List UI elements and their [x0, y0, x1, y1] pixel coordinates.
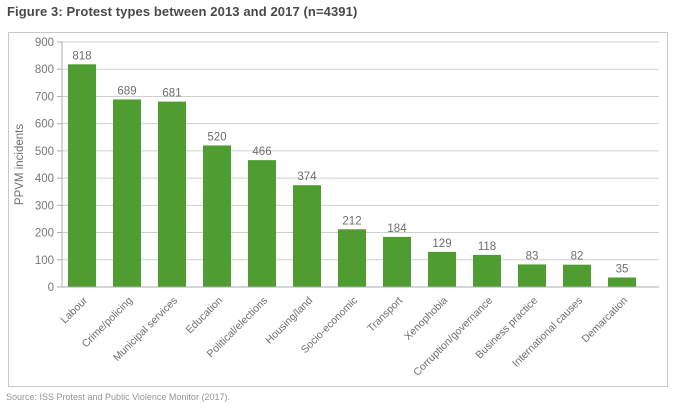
- bar-value-label: 118: [478, 241, 496, 253]
- y-tick-label: 800: [35, 64, 54, 76]
- bar: [518, 264, 546, 287]
- bar: [113, 99, 141, 287]
- bar: [158, 101, 186, 287]
- bar: [338, 229, 366, 287]
- bar: [203, 145, 231, 287]
- bar: [248, 160, 276, 287]
- chart-panel: 0 100 200 300 400 500 600 700 800 900 818 Labour 689…: [8, 32, 668, 387]
- bar-value-label: 212: [342, 215, 361, 227]
- bar-value-label: 82: [571, 251, 584, 263]
- category-label: Transport: [365, 295, 405, 335]
- y-axis-title: PPVM incidents: [14, 124, 26, 205]
- category-label: Education: [184, 295, 226, 337]
- bar-value-label: 681: [162, 88, 181, 100]
- bar: [293, 185, 321, 287]
- bar-value-label: 35: [616, 263, 629, 275]
- y-tick-label: 400: [35, 173, 54, 185]
- bar-value-label: 83: [526, 250, 539, 262]
- bar: [383, 236, 411, 287]
- y-tick-label: 500: [35, 146, 54, 158]
- bar: [68, 64, 96, 287]
- category-label: Xenophobia: [402, 295, 450, 343]
- figure-title: Figure 3: Protest types between 2013 and…: [7, 4, 358, 19]
- y-tick-label: 600: [35, 119, 54, 131]
- category-label: Corruption/governance: [411, 295, 495, 379]
- y-tick-label: 200: [35, 228, 54, 240]
- y-tick-label: 0: [48, 282, 54, 294]
- category-label: Labour: [59, 294, 91, 326]
- bar: [428, 251, 456, 287]
- y-tick-label: 900: [35, 37, 54, 49]
- bar-value-label: 520: [207, 131, 226, 143]
- bar-chart: 0 100 200 300 400 500 600 700 800 900 818 Labour 689…: [14, 37, 659, 379]
- category-label: Demarcation: [580, 295, 631, 346]
- bar: [608, 277, 636, 287]
- bar-value-label: 466: [252, 146, 271, 158]
- bar-value-label: 818: [72, 50, 91, 62]
- source-caption: Source: ISS Protest and Public Violence …: [6, 392, 230, 402]
- bar-value-label: 129: [432, 238, 451, 250]
- y-tick-label: 700: [35, 91, 54, 103]
- bar: [563, 264, 591, 287]
- bar-value-label: 184: [387, 223, 407, 235]
- bar-value-label: 689: [117, 85, 136, 97]
- bar-value-label: 374: [297, 171, 317, 183]
- y-tick-label: 300: [35, 200, 54, 212]
- bar: [473, 254, 501, 287]
- y-tick-label: 100: [35, 255, 54, 267]
